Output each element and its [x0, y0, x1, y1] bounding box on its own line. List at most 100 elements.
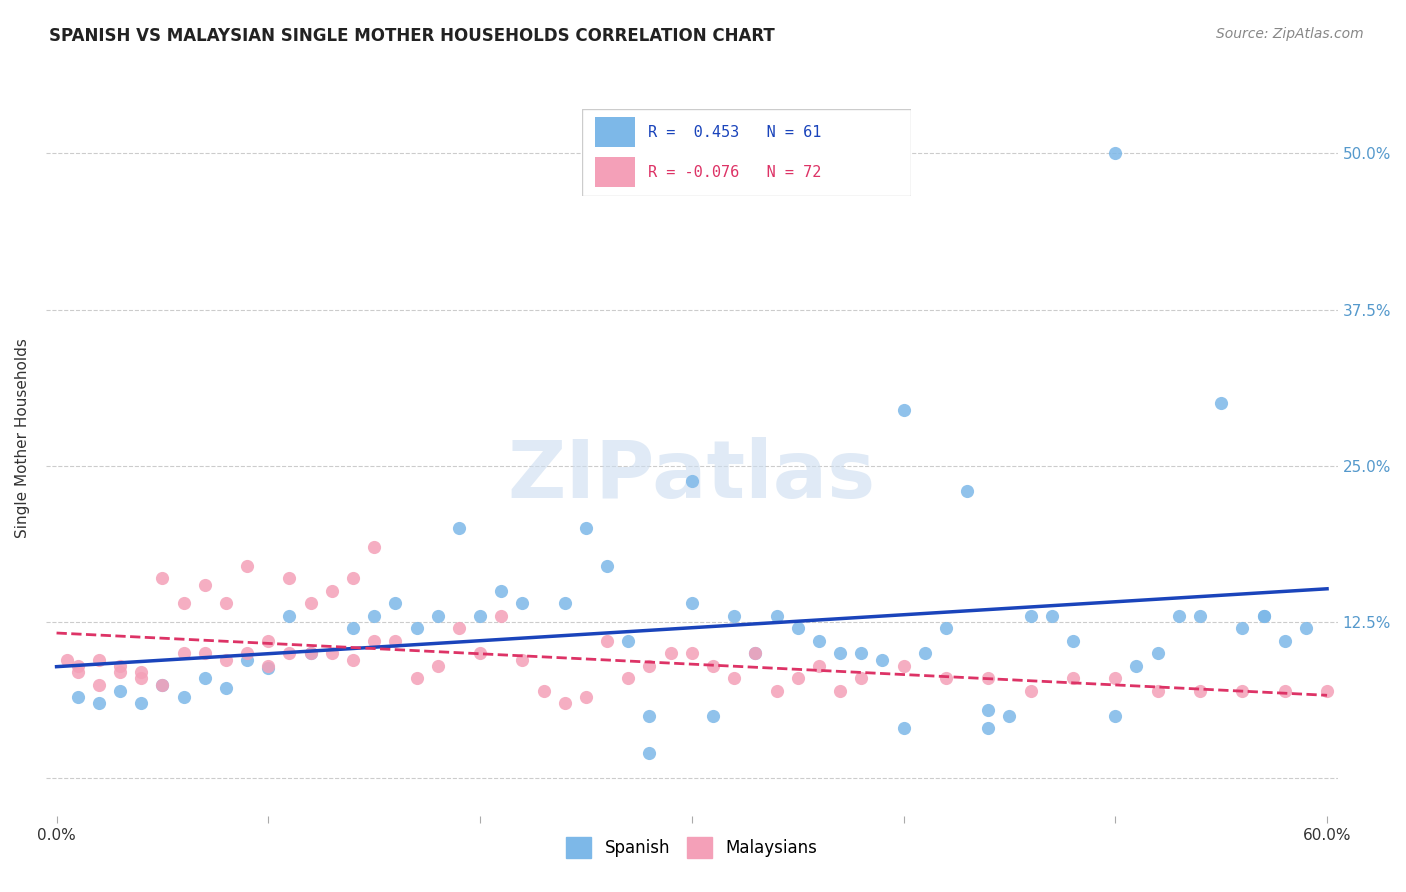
Point	[152, 571, 174, 585]
Point	[108, 684, 131, 698]
Point	[215, 653, 238, 667]
Point	[744, 647, 766, 661]
Point	[447, 521, 470, 535]
Point	[129, 672, 152, 686]
Point	[575, 521, 598, 535]
Point	[786, 672, 808, 686]
Point	[828, 647, 851, 661]
Point	[872, 653, 894, 667]
Point	[342, 653, 364, 667]
Point	[998, 709, 1021, 723]
Point	[1295, 622, 1317, 636]
Point	[1062, 672, 1084, 686]
Point	[765, 684, 787, 698]
Point	[87, 697, 110, 711]
Point	[1104, 146, 1126, 161]
Point	[321, 647, 343, 661]
Point	[1253, 609, 1275, 624]
Point	[1274, 634, 1296, 648]
Point	[66, 665, 89, 680]
Point	[1211, 396, 1233, 410]
Point	[66, 690, 89, 705]
Point	[935, 622, 957, 636]
Point	[807, 634, 830, 648]
Point	[342, 622, 364, 636]
Point	[596, 558, 619, 573]
Point	[152, 678, 174, 692]
Point	[893, 402, 915, 417]
Point	[977, 672, 1000, 686]
Point	[1125, 659, 1147, 673]
Point	[977, 722, 1000, 736]
Point	[1232, 684, 1254, 698]
Point	[723, 672, 745, 686]
Point	[1019, 609, 1042, 624]
Point	[681, 474, 703, 488]
Point	[108, 659, 131, 673]
Point	[1316, 684, 1339, 698]
Point	[426, 609, 449, 624]
Point	[851, 672, 873, 686]
Point	[384, 597, 406, 611]
Point	[851, 647, 873, 661]
Point	[977, 703, 1000, 717]
Point	[512, 597, 534, 611]
Point	[554, 597, 576, 611]
Point	[1188, 684, 1211, 698]
Point	[87, 678, 110, 692]
Point	[173, 690, 195, 705]
Point	[1146, 647, 1168, 661]
Point	[215, 597, 238, 611]
Point	[87, 653, 110, 667]
Point	[363, 609, 385, 624]
Point	[278, 571, 301, 585]
Point	[129, 665, 152, 680]
Point	[173, 647, 195, 661]
Point	[405, 672, 427, 686]
Point	[1167, 609, 1189, 624]
Point	[1274, 684, 1296, 698]
Point	[468, 609, 491, 624]
Point	[321, 583, 343, 598]
Point	[173, 597, 195, 611]
Point	[384, 634, 406, 648]
Point	[914, 647, 936, 661]
Point	[1146, 684, 1168, 698]
Point	[659, 647, 682, 661]
Point	[617, 634, 640, 648]
Point	[702, 709, 724, 723]
Point	[596, 634, 619, 648]
Point	[638, 709, 661, 723]
Point	[1019, 684, 1042, 698]
Point	[257, 634, 280, 648]
Legend: Spanish, Malaysians: Spanish, Malaysians	[560, 830, 824, 864]
Point	[1188, 609, 1211, 624]
Point	[447, 622, 470, 636]
Point	[56, 653, 79, 667]
Point	[533, 684, 555, 698]
Point	[512, 653, 534, 667]
Point	[956, 483, 979, 498]
Point	[363, 634, 385, 648]
Point	[723, 609, 745, 624]
Point	[215, 681, 238, 696]
Point	[575, 690, 598, 705]
Point	[1062, 634, 1084, 648]
Point	[786, 622, 808, 636]
Y-axis label: Single Mother Households: Single Mother Households	[15, 338, 30, 538]
Point	[194, 672, 217, 686]
Point	[405, 622, 427, 636]
Point	[129, 697, 152, 711]
Point	[1040, 609, 1063, 624]
Point	[278, 609, 301, 624]
Point	[744, 647, 766, 661]
Point	[638, 747, 661, 761]
Point	[935, 672, 957, 686]
Point	[681, 647, 703, 661]
Text: SPANISH VS MALAYSIAN SINGLE MOTHER HOUSEHOLDS CORRELATION CHART: SPANISH VS MALAYSIAN SINGLE MOTHER HOUSE…	[49, 27, 775, 45]
Point	[342, 571, 364, 585]
Point	[554, 697, 576, 711]
Point	[1253, 609, 1275, 624]
Point	[257, 659, 280, 673]
Point	[1104, 709, 1126, 723]
